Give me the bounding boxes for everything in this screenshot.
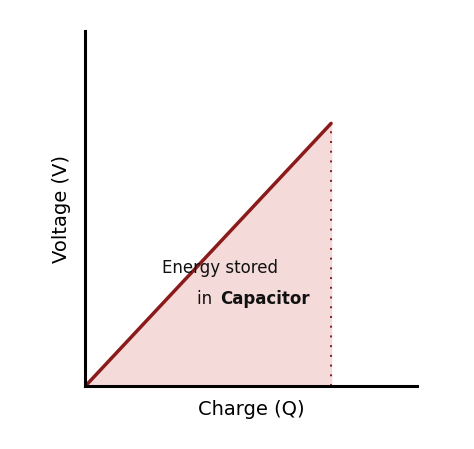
Text: Capacitor: Capacitor	[220, 291, 310, 308]
Text: in: in	[197, 291, 220, 308]
X-axis label: Charge (Q): Charge (Q)	[198, 400, 304, 419]
Text: Energy stored: Energy stored	[163, 259, 279, 277]
Y-axis label: Voltage (V): Voltage (V)	[53, 155, 72, 263]
